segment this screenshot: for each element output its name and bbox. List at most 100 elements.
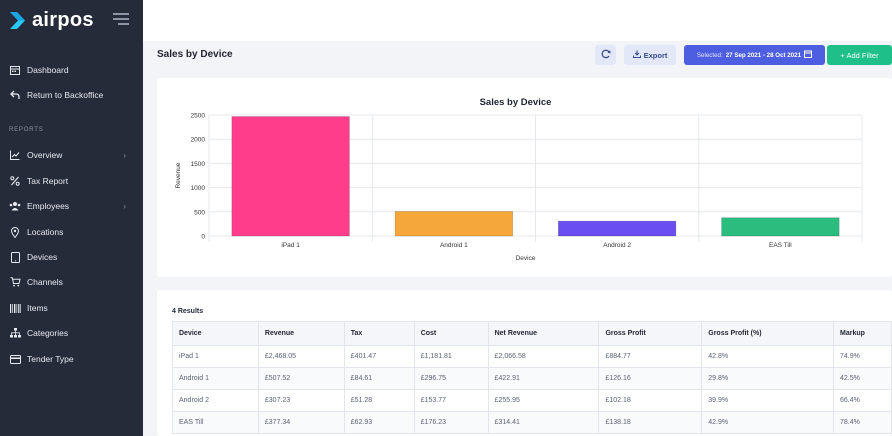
chart-line-icon <box>9 149 21 161</box>
bar-android-2 <box>558 220 677 237</box>
table-cell: £255.95 <box>487 389 600 412</box>
page-title: Sales by Device <box>157 49 233 60</box>
table-cell: £422.91 <box>487 367 600 390</box>
column-header-gross-profit-percent[interactable]: Gross Profit (%) <box>701 321 835 346</box>
sidebar-item-return-to-backoffice[interactable]: Return to Backoffice <box>9 86 134 104</box>
sidebar: airpos Dashboard Return to Backoffice RE… <box>0 0 143 436</box>
sidebar-item-devices[interactable]: Devices <box>9 248 134 266</box>
column-header-markup[interactable]: Markup <box>833 321 892 346</box>
column-header-net-revenue[interactable]: Net Revenue <box>487 321 600 346</box>
column-header-revenue[interactable]: Revenue <box>257 321 345 346</box>
table-cell: 29.8% <box>701 367 835 390</box>
reports-section-label: REPORTS <box>9 127 44 133</box>
app-logo[interactable]: airpos <box>8 9 94 32</box>
calendar-icon <box>804 50 813 60</box>
table-cell: £296.75 <box>413 367 489 390</box>
y-tick-label: 2500 <box>191 113 206 120</box>
chart-title: Sales by Device <box>480 97 552 108</box>
table-cell: £377.34 <box>257 411 345 434</box>
sales-by-device-chart: Sales by Device 0 500 1000 1500 2000 2500 iPad … <box>175 97 863 262</box>
table-cell: 42.8% <box>701 345 835 368</box>
menu-toggle-icon[interactable] <box>113 13 129 26</box>
table-cell: 42.9% <box>701 411 835 434</box>
table-cell: £176.23 <box>413 411 489 434</box>
sidebar-item-channels[interactable]: Channels <box>9 273 134 291</box>
sidebar-item-label: Overview <box>27 150 63 160</box>
add-filter-label: + Add Filter <box>840 50 879 60</box>
export-button[interactable]: Export <box>624 45 676 65</box>
sitemap-icon <box>9 327 21 339</box>
table-cell: £62.93 <box>343 411 415 434</box>
table-row: EAS Till £377.34 £62.93 £176.23 £314.41 … <box>172 411 892 434</box>
y-tick-label: 2000 <box>191 137 206 144</box>
table-cell: £1,181.81 <box>413 345 489 368</box>
table-cell: £307.23 <box>257 389 345 412</box>
sidebar-item-label: Categories <box>27 328 69 338</box>
sidebar-item-employees[interactable]: Employees › <box>9 197 134 215</box>
percent-icon <box>9 175 21 187</box>
date-range-value: 27 Sep 2021 - 28 Oct 2021 <box>725 51 802 59</box>
column-header-gross-profit[interactable]: Gross Profit <box>598 321 703 346</box>
table-row: Android 1 £507.52 £84.61 £296.75 £422.91… <box>172 367 892 390</box>
table-cell: £2,468.05 <box>257 345 345 368</box>
sidebar-item-categories[interactable]: Categories <box>9 324 134 342</box>
map-pin-icon <box>9 226 21 238</box>
page-toolbar: Sales by Device Export Selected: 27 Sep … <box>143 41 892 69</box>
table-row: iPad 1 £2,468.05 £401.47 £1,181.81 £2,06… <box>172 345 892 368</box>
table-cell: £84.61 <box>343 367 415 390</box>
sidebar-item-tax-report[interactable]: Tax Report <box>9 172 134 190</box>
table-cell: 78.4% <box>833 411 892 434</box>
table-cell: 74.9% <box>833 345 892 368</box>
table-card: 4 Results Device Revenue Tax Cost Net Re… <box>157 290 892 436</box>
bar-android-1 <box>394 211 513 237</box>
bar-eas-till <box>721 217 840 237</box>
table-row: Android 2 £307.23 £51.28 £153.77 £255.95… <box>172 389 892 412</box>
card-icon <box>9 353 21 365</box>
x-tick-label: Android 1 <box>440 242 468 249</box>
sidebar-item-overview[interactable]: Overview › <box>9 146 134 164</box>
sidebar-item-dashboard[interactable]: Dashboard <box>9 61 134 79</box>
table-cell: £884.77 <box>598 345 703 368</box>
refresh-button[interactable] <box>595 45 616 65</box>
column-header-tax[interactable]: Tax <box>343 321 415 346</box>
sidebar-item-label: Dashboard <box>27 65 69 75</box>
table-cell: £401.47 <box>343 345 415 368</box>
x-axis-label: Device <box>516 255 536 262</box>
sidebar-item-label: Items <box>27 303 48 313</box>
export-label: Export <box>643 50 668 60</box>
column-header-cost[interactable]: Cost <box>413 321 489 346</box>
y-tick-label: 1000 <box>191 185 206 192</box>
date-range-button[interactable]: Selected: 27 Sep 2021 - 28 Oct 2021 <box>684 45 825 65</box>
sidebar-item-label: Tender Type <box>27 354 74 364</box>
sidebar-item-label: Tax Report <box>27 176 69 186</box>
x-tick-label: EAS Till <box>769 242 792 249</box>
sidebar-item-items[interactable]: Items <box>9 299 134 317</box>
table-cell: £2,066.58 <box>487 345 600 368</box>
chart-card: Sales by Device 0 500 1000 1500 2000 2500 iPad … <box>157 78 892 277</box>
table-cell: £102.18 <box>598 389 703 412</box>
table-cell: 66.4% <box>833 389 892 412</box>
users-icon <box>9 200 21 212</box>
table-cell: £51.28 <box>343 389 415 412</box>
table-cell: 42.5% <box>833 367 892 390</box>
y-axis-label: Revenue <box>175 162 182 188</box>
airpos-logo-icon <box>8 11 27 30</box>
table-cell: £507.52 <box>257 367 345 390</box>
column-header-device[interactable]: Device <box>172 321 259 346</box>
calendar-icon <box>9 64 21 76</box>
sales-table: Device Revenue Tax Cost Net Revenue Gros… <box>172 321 892 434</box>
table-header-row: Device Revenue Tax Cost Net Revenue Gros… <box>172 321 892 346</box>
table-cell: EAS Till <box>172 411 259 434</box>
table-cell: 39.9% <box>701 389 835 412</box>
x-tick-label: Android 2 <box>603 242 631 249</box>
y-tick-label: 500 <box>194 209 205 216</box>
table-cell: Android 1 <box>172 367 259 390</box>
date-prefix: Selected: <box>696 51 723 59</box>
sidebar-item-tender-type[interactable]: Tender Type <box>9 350 134 368</box>
table-cell: Android 2 <box>172 389 259 412</box>
app-name: airpos <box>32 9 94 31</box>
sidebar-item-label: Locations <box>27 227 64 237</box>
add-filter-button[interactable]: + Add Filter <box>827 45 892 65</box>
sidebar-item-locations[interactable]: Locations <box>9 223 134 241</box>
table-cell: £138.18 <box>598 411 703 434</box>
